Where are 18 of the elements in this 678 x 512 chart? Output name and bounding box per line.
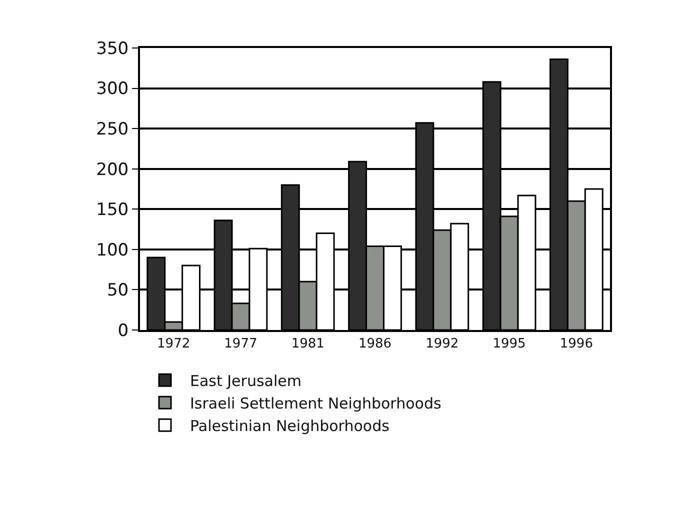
- y-tick-label: 350: [96, 38, 129, 59]
- y-tick-label: 0: [118, 320, 129, 341]
- legend-label: Palestinian Neighborhoods: [190, 416, 390, 435]
- y-tick-label: 100: [96, 240, 129, 260]
- x-tick-label: 1981: [291, 336, 324, 352]
- x-tick-label: 1996: [560, 336, 593, 352]
- y-tick-label: 250: [96, 120, 129, 140]
- legend-label: East Jerusalem: [190, 372, 302, 390]
- y-tick-label: 50: [106, 280, 129, 301]
- x-tick-label: 1977: [224, 336, 258, 352]
- legend-label: Israeli Settlement Neighborhoods: [190, 394, 442, 412]
- x-tick-label: 1986: [358, 336, 392, 352]
- x-tick-label: 1995: [492, 336, 526, 352]
- y-tick-label: 150: [96, 200, 129, 220]
- y-tick-label: 300: [96, 79, 129, 100]
- x-tick-label: 1972: [157, 336, 190, 352]
- y-tick-label: 200: [96, 160, 129, 180]
- x-tick-label: 1992: [426, 336, 459, 352]
